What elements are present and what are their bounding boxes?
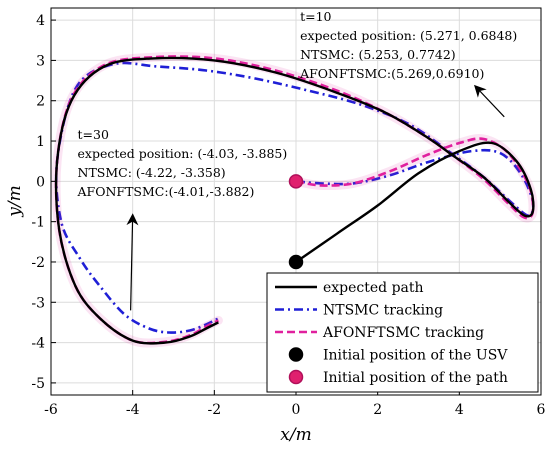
ticks: -6 -4 -2 0 2 4 6 -5 -4 -3 -2 -1 0 1 2 3 4: [31, 13, 545, 418]
legend-swatch-3: [288, 347, 304, 362]
marker-1: [288, 174, 304, 189]
annotation-0-line-1: expected position: (5.271, 0.6848): [300, 28, 517, 43]
annotation-0-line-3: AFONFTSMC:(5.269,0.6910): [299, 66, 484, 81]
y-tick-label-4: -1: [31, 215, 45, 231]
annotation-arrow-0: [474, 84, 505, 118]
x-tick-label-2: -2: [208, 402, 222, 418]
annotation-1-line-0: t=30: [78, 127, 109, 142]
annotation-1-line-2: NTSMC: (-4.22, -3.358): [78, 165, 226, 180]
legend-label-2: AFONFTSMC tracking: [322, 325, 484, 341]
y-tick-label-9: 4: [36, 13, 45, 29]
annotation-0-line-2: NTSMC: (5.253, 0.7742): [300, 47, 456, 62]
legend-label-0: expected path: [323, 280, 424, 296]
y-tick-label-3: -2: [31, 255, 45, 271]
x-tick-label-6: 6: [537, 402, 546, 418]
series-line-0: [54, 56, 535, 345]
marker-layer: [288, 174, 304, 270]
y-tick-label-1: -4: [31, 336, 45, 352]
legend: expected path NTSMC tracking AFONFTSMC tra…: [266, 272, 539, 393]
y-tick-label-6: 1: [36, 134, 45, 150]
annotations: t=10 expected position: (5.271, 0.6848) NT…: [77, 9, 517, 311]
legend-label-4: Initial position of the path: [323, 370, 508, 386]
x-tick-label-0: -6: [44, 402, 58, 418]
series-layer: [51, 51, 538, 348]
x-tick-label-5: 4: [455, 402, 464, 418]
x-axis-title: x/m: [280, 425, 311, 445]
legend-label-1: NTSMC tracking: [323, 303, 443, 319]
marker-0: [288, 254, 304, 270]
y-tick-label-2: -3: [31, 295, 45, 311]
y-tick-label-8: 3: [36, 53, 45, 69]
y-tick-label-5: 0: [36, 174, 45, 190]
y-tick-label-0: -5: [31, 376, 45, 392]
x-tick-label-3: 0: [292, 402, 301, 418]
x-tick-label-1: -4: [126, 402, 140, 418]
annotation-arrow-1: [126, 213, 139, 311]
legend-swatch-4: [288, 369, 304, 385]
y-tick-label-7: 2: [36, 94, 45, 110]
y-axis-title: y/m: [5, 185, 25, 217]
x-tick-label-4: 2: [373, 402, 382, 418]
annotation-1-line-1: expected position: (-4.03, -3.885): [78, 146, 288, 161]
legend-label-3: Initial position of the USV: [323, 348, 508, 364]
annotation-0-line-0: t=10: [300, 9, 331, 24]
annotation-1-line-3: AFONFTSMC:(-4.01,-3.882): [77, 184, 255, 199]
